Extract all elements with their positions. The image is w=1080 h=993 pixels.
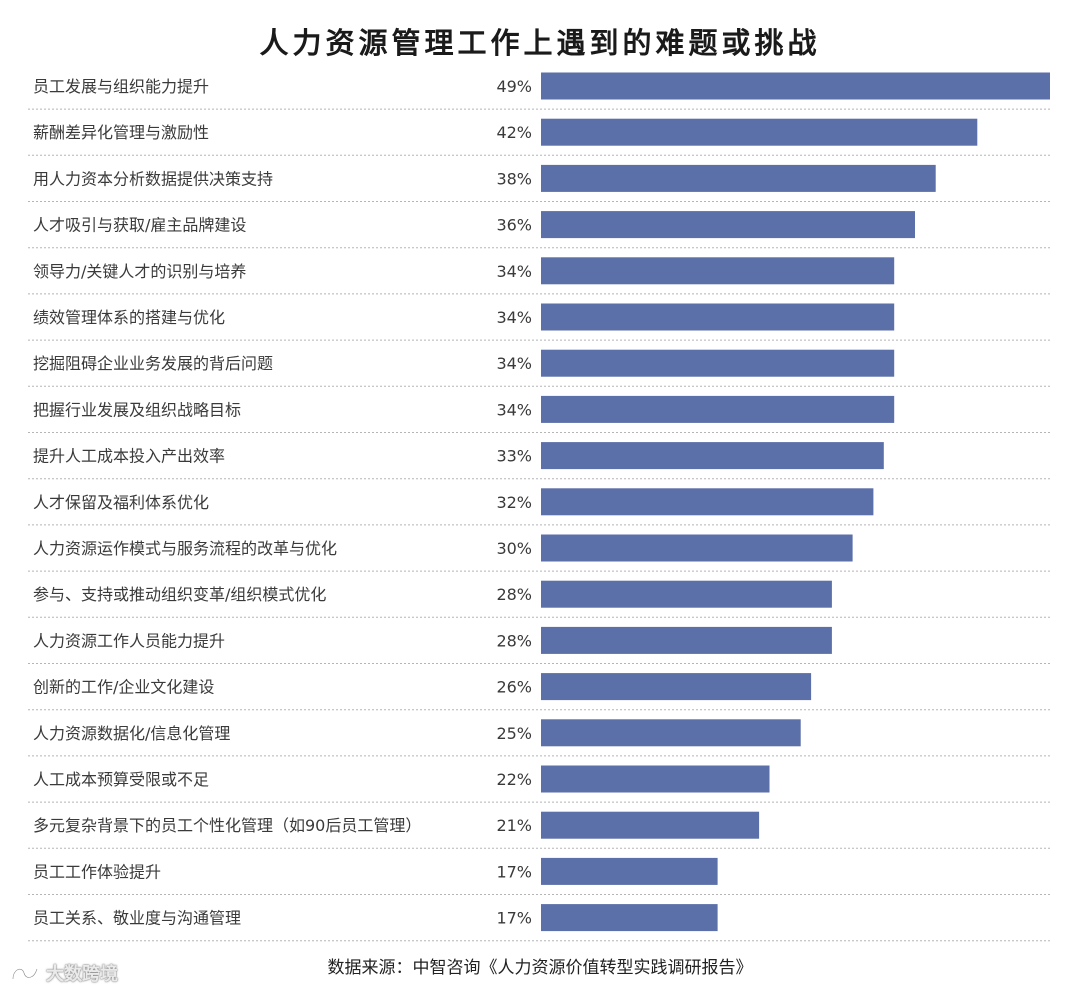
bar (541, 857, 718, 885)
category-label: 挖掘阻碍企业业务发展的背后问题 (33, 354, 273, 373)
chart-title: 人力资源管理工作上遇到的难题或挑战 (259, 26, 821, 60)
category-label: 人工成本预算受限或不足 (33, 770, 209, 789)
bar (541, 765, 770, 793)
bar (541, 673, 812, 701)
value-label: 34% (496, 354, 532, 373)
value-label: 28% (496, 631, 532, 650)
category-label: 人力资源运作模式与服务流程的改革与优化 (33, 539, 337, 558)
value-label: 17% (496, 909, 532, 928)
category-label: 用人力资本分析数据提供决策支持 (33, 169, 273, 188)
value-label: 17% (496, 862, 532, 881)
value-label: 34% (496, 400, 532, 419)
bar (541, 904, 718, 932)
category-label: 人才吸引与获取/雇主品牌建设 (33, 216, 246, 235)
category-label: 创新的工作/企业文化建设 (33, 678, 214, 697)
bar (541, 719, 801, 747)
source-note: 数据来源：中智咨询《人力资源价值转型实践调研报告》 (327, 958, 753, 978)
bar (541, 626, 832, 654)
category-label: 人才保留及福利体系优化 (33, 493, 209, 512)
bar (541, 811, 760, 839)
bar (541, 395, 895, 423)
value-label: 42% (496, 123, 532, 142)
category-label: 把握行业发展及组织战略目标 (33, 400, 241, 419)
watermark: 大数跨境 (10, 960, 118, 986)
value-label: 33% (496, 447, 532, 466)
category-label: 人力资源数据化/信息化管理 (33, 724, 230, 743)
bar (541, 442, 884, 470)
category-label: 人力资源工作人员能力提升 (33, 631, 225, 650)
value-label: 30% (496, 539, 532, 558)
value-label: 28% (496, 585, 532, 604)
value-label: 34% (496, 262, 532, 281)
watermark-text: 大数跨境 (46, 964, 118, 985)
bar (541, 257, 895, 285)
category-label: 提升人工成本投入产出效率 (33, 447, 225, 466)
value-label: 26% (496, 678, 532, 697)
bar (541, 534, 853, 562)
value-label: 36% (496, 216, 532, 235)
bar (541, 211, 915, 239)
bar (541, 349, 895, 377)
brand-logo-icon (11, 968, 39, 980)
value-label: 25% (496, 724, 532, 743)
bar (541, 118, 978, 146)
bar (541, 580, 832, 608)
value-label: 22% (496, 770, 532, 789)
value-label: 34% (496, 308, 532, 327)
bar (541, 303, 895, 331)
category-label: 员工关系、敬业度与沟通管理 (33, 909, 241, 928)
value-label: 32% (496, 493, 532, 512)
bar (541, 164, 936, 192)
category-label: 参与、支持或推动组织变革/组织模式优化 (33, 585, 326, 604)
category-label: 领导力/关键人才的识别与培养 (33, 262, 246, 281)
bar (541, 72, 1050, 100)
category-label: 绩效管理体系的搭建与优化 (33, 308, 225, 327)
value-label: 49% (496, 77, 532, 96)
category-label: 多元复杂背景下的员工个性化管理（如90后员工管理） (33, 816, 421, 835)
value-label: 21% (496, 816, 532, 835)
category-label: 员工工作体验提升 (33, 862, 161, 881)
category-label: 员工发展与组织能力提升 (33, 77, 209, 96)
bar (541, 488, 874, 516)
value-label: 38% (496, 169, 532, 188)
category-label: 薪酬差异化管理与激励性 (33, 123, 209, 142)
